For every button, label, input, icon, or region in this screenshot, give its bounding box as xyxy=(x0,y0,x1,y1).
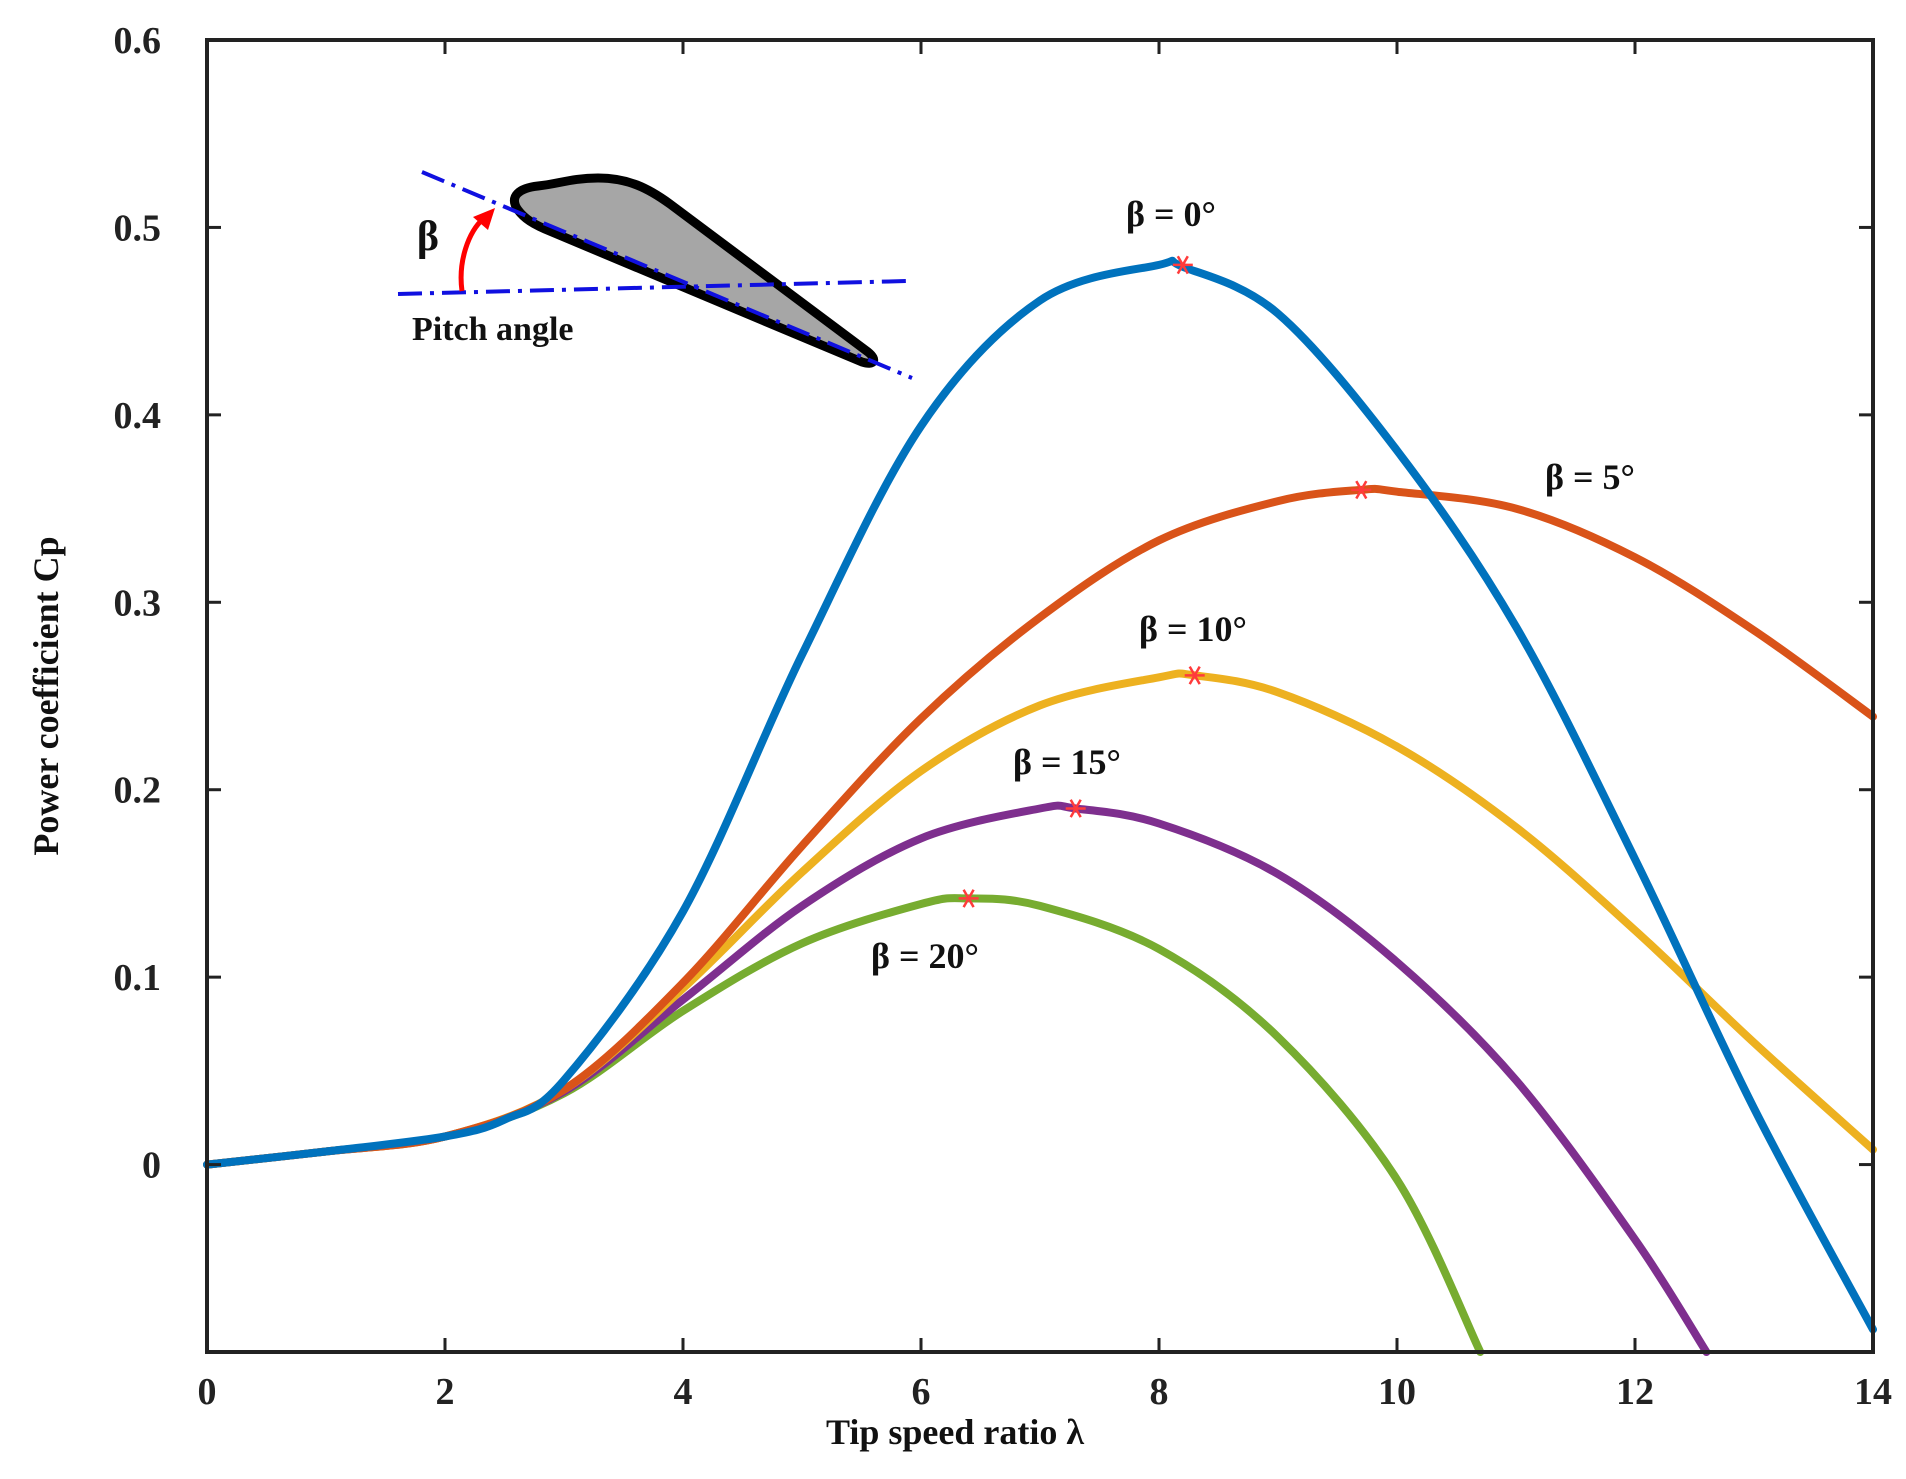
peak-marker-1 xyxy=(1351,480,1372,500)
y-tick-label-2: 0.2 xyxy=(114,770,162,812)
y-tick-label-0: 0 xyxy=(142,1145,161,1187)
y-tick-label-6: 0.6 xyxy=(114,20,162,62)
series-line-beta-4 xyxy=(203,894,1485,1356)
annotation-beta-5: β = 5° xyxy=(1545,457,1635,497)
peak-marker-layer xyxy=(958,255,1372,908)
chord-line xyxy=(421,170,913,380)
pitch-arrow-icon xyxy=(458,216,486,292)
series-line-beta-0 xyxy=(203,256,1877,1334)
x-tick-label-4: 8 xyxy=(1150,1371,1169,1413)
pitch-angle-inset: β Pitch angle xyxy=(397,170,913,380)
x-tick-label-2: 4 xyxy=(674,1371,693,1413)
horizontal-reference-line xyxy=(397,279,909,296)
annotation-beta-15: β = 15° xyxy=(1013,742,1121,782)
inset-caption: Pitch angle xyxy=(412,311,573,348)
pitch-arrow-head-icon xyxy=(473,208,495,230)
annotation-beta-10: β = 10° xyxy=(1139,609,1247,649)
tick-layer: 0 2 4 6 8 10 12 14 0 0.1 0.2 0.3 0.4 0.5 0.6 xyxy=(114,20,1893,1413)
y-axis-label: Power coefficient Cp xyxy=(26,536,66,855)
x-axis-label: Tip speed ratio λ xyxy=(826,1412,1084,1452)
y-tick-label-5: 0.5 xyxy=(114,207,162,249)
annotation-beta-0: β = 0° xyxy=(1126,194,1216,234)
peak-marker-4 xyxy=(958,889,979,908)
plot-frame xyxy=(205,38,1875,1354)
x-tick-label-6: 12 xyxy=(1616,1371,1654,1413)
y-tick-label-3: 0.3 xyxy=(114,582,162,624)
series-layer xyxy=(203,256,1877,1356)
airfoil-shape xyxy=(509,173,879,368)
peak-marker-0 xyxy=(1172,255,1193,275)
peak-marker-3 xyxy=(1065,799,1086,818)
inset-beta-symbol: β xyxy=(417,214,439,260)
series-line-beta-3 xyxy=(203,801,1711,1356)
x-tick-label-0: 0 xyxy=(198,1371,217,1413)
x-tick-label-1: 2 xyxy=(436,1371,455,1413)
annotation-beta-20: β = 20° xyxy=(871,936,979,976)
y-tick-label-1: 0.1 xyxy=(114,957,162,999)
y-tick-label-4: 0.4 xyxy=(114,395,162,437)
peak-marker-2 xyxy=(1184,666,1205,685)
x-tick-label-3: 6 xyxy=(912,1371,931,1413)
x-tick-label-7: 14 xyxy=(1854,1371,1892,1413)
x-tick-label-5: 10 xyxy=(1378,1371,1416,1413)
